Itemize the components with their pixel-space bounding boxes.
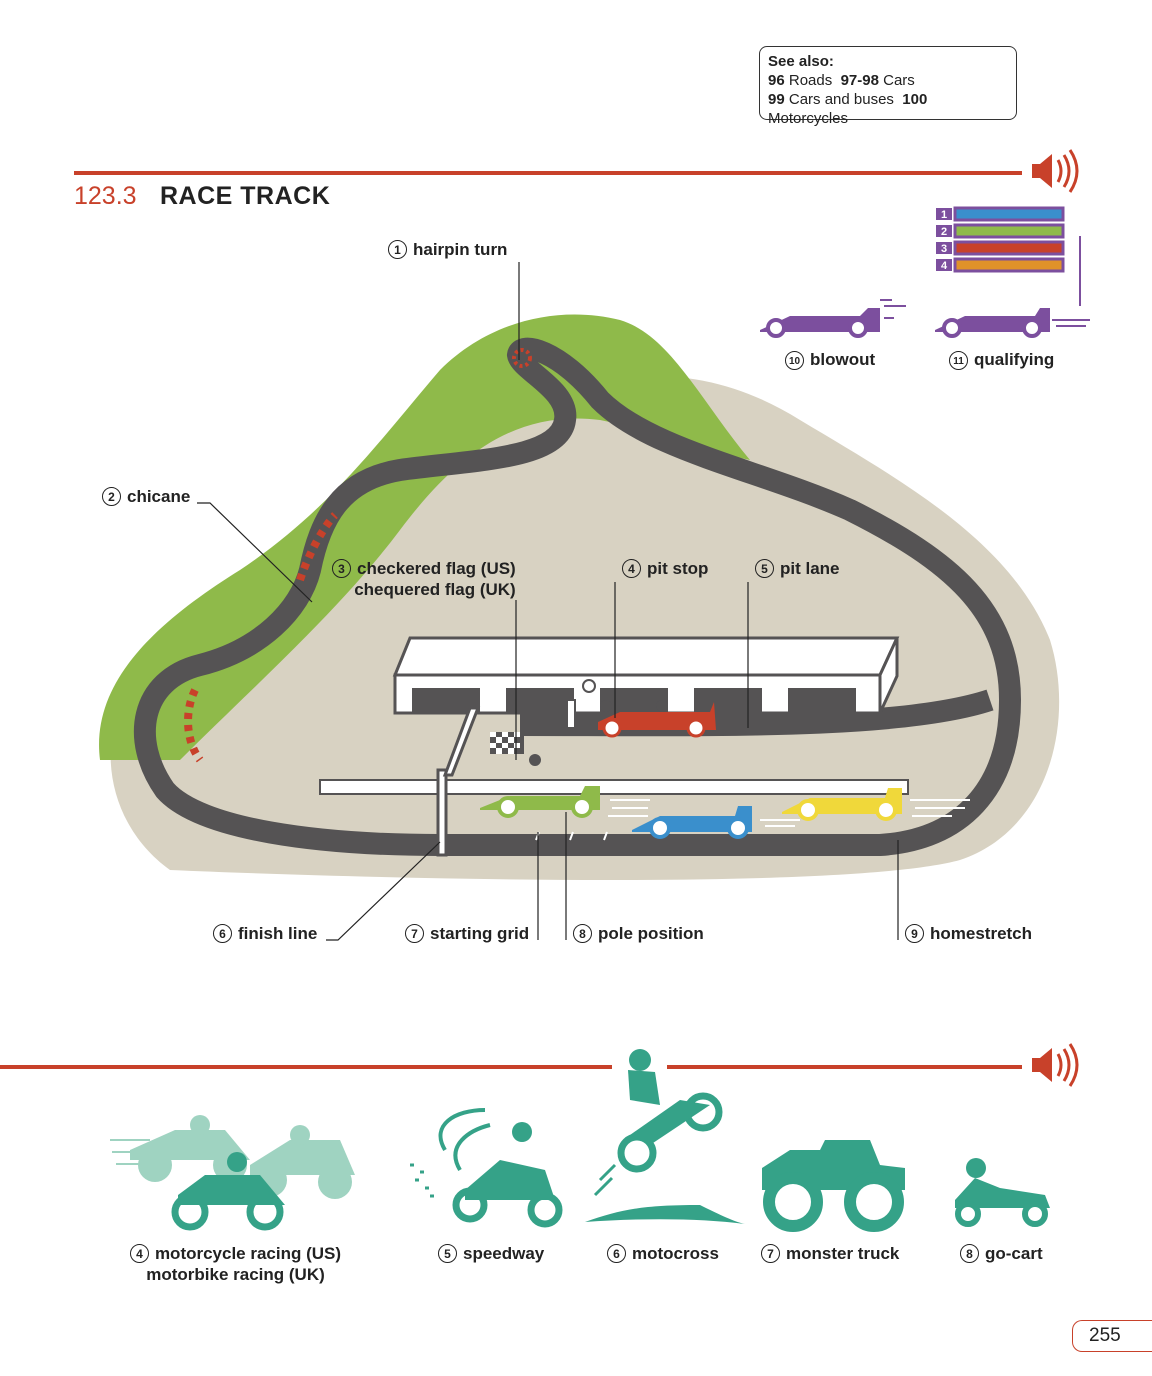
red-pit-car [566,679,716,738]
see-also-line: 96 Roads 97-98 Cars [768,71,1008,90]
qualifying-position: 3 [941,243,947,255]
label-number: 6 [607,1244,626,1263]
label-number: 5 [755,559,774,578]
see-also-link-text[interactable]: Roads [788,72,833,89]
label-checkered-flag: 3 checkered flag (US) chequered flag (UK) [332,558,516,600]
label-number: 6 [213,924,232,943]
label-number: 4 [622,559,641,578]
blowout-car-icon [760,299,906,338]
label-text-us: checkered flag (US) [357,559,516,578]
label-pit-stop: 4 pit stop [622,558,708,579]
speaker-icon[interactable] [1032,149,1079,193]
label-number: 8 [960,1244,979,1263]
blue-car [632,806,752,839]
label-text: pit lane [780,559,840,578]
see-also-link-text[interactable]: Motorcycles [768,110,849,127]
label-text-us: motorcycle racing (US) [154,1244,342,1263]
label-hairpin-turn: 1 hairpin turn [388,239,507,260]
label-text: go-cart [985,1244,1043,1263]
section-title: RACE TRACK [160,182,331,210]
motorcycle-racing-icon [110,1115,355,1231]
label-homestretch: 9 homestretch [905,923,1032,944]
see-also-link-text[interactable]: Cars and buses [788,91,894,108]
label-text: speedway [463,1244,545,1263]
label-text: motocross [632,1244,719,1263]
go-cart-icon [955,1158,1050,1227]
label-number: 8 [573,924,592,943]
motocross-icon [585,1049,745,1224]
label-text: chicane [127,487,191,506]
qualifying-position: 4 [941,260,948,272]
label-number: 7 [761,1244,780,1263]
speedway-icon [410,1108,563,1228]
label-text: starting grid [430,924,530,943]
label-text: pole position [598,924,704,943]
label-text: qualifying [974,350,1055,369]
qualifying-car-icon [935,236,1090,338]
qualifying-position: 2 [941,226,947,238]
pit-wall [319,779,909,795]
see-also-link-text[interactable]: Cars [883,72,915,89]
label-chicane: 2 chicane [102,486,190,507]
section-number: 123.3 [74,182,137,210]
leader-lines [197,262,899,941]
label-go-cart: 8 go-cart [960,1243,1043,1264]
label-finish-line: 6 finish line [213,923,317,944]
page-number: 255 [1072,1320,1152,1352]
label-number: 3 [332,559,351,578]
label-motorcycle-racing: 4 motorcycle racing (US) motorbike racing… [128,1243,343,1285]
label-number: 5 [438,1244,457,1263]
label-motocross: 6 motocross [607,1243,719,1264]
label-text: monster truck [786,1244,900,1263]
section-rule-bottom [0,1065,612,1069]
monster-truck-icon [762,1140,905,1232]
label-number: 7 [405,924,424,943]
hairpin-kerb [512,348,532,368]
qualifying-position: 1 [941,209,947,221]
chicane-kerb [184,688,204,763]
label-starting-grid: 7 starting grid [405,923,529,944]
section-rule-top [74,171,1022,175]
yellow-car [782,788,902,821]
section-rule-bottom-right [667,1065,1022,1069]
label-text: pit stop [647,559,709,578]
pit-lane-road [519,689,994,737]
label-number: 9 [905,924,924,943]
label-number: 11 [949,351,968,370]
label-text: blowout [810,350,876,369]
label-text: homestretch [930,924,1033,943]
label-speedway: 5 speedway [438,1243,544,1264]
label-number: 1 [388,240,407,259]
label-blowout: 10 blowout [785,349,875,370]
see-also-heading: See also: [768,53,834,70]
label-text-uk: chequered flag (UK) [354,580,516,599]
see-also-link-num[interactable]: 96 [768,72,785,89]
label-number: 2 [102,487,121,506]
see-also-link-num[interactable]: 99 [768,91,785,108]
label-number: 4 [129,1244,149,1263]
label-pole-position: 8 pole position [573,923,704,944]
qualifying-board-icon: 1 2 3 4 [936,206,1065,273]
label-pit-lane: 5 pit lane [755,558,840,579]
see-also-box: See also: 96 Roads 97-98 Cars 99 Cars an… [759,46,1017,127]
label-number: 10 [785,351,804,370]
finish-line-gantry [436,706,481,857]
see-also-line: 99 Cars and buses 100 Motorcycles [768,90,1008,128]
label-text-uk: motorbike racing (UK) [146,1265,325,1284]
pit-garage-doors [412,688,856,712]
race-track [133,337,1022,856]
label-qualifying: 11 qualifying [949,349,1054,370]
label-monster-truck: 7 monster truck [761,1243,899,1264]
label-text: hairpin turn [413,240,508,259]
see-also-link-num[interactable]: 100 [902,91,928,108]
see-also-link-num[interactable]: 97-98 [840,72,879,89]
speaker-icon[interactable] [1032,1043,1079,1087]
green-car [480,786,600,818]
label-text: finish line [238,924,318,943]
speed-lines [608,799,970,827]
